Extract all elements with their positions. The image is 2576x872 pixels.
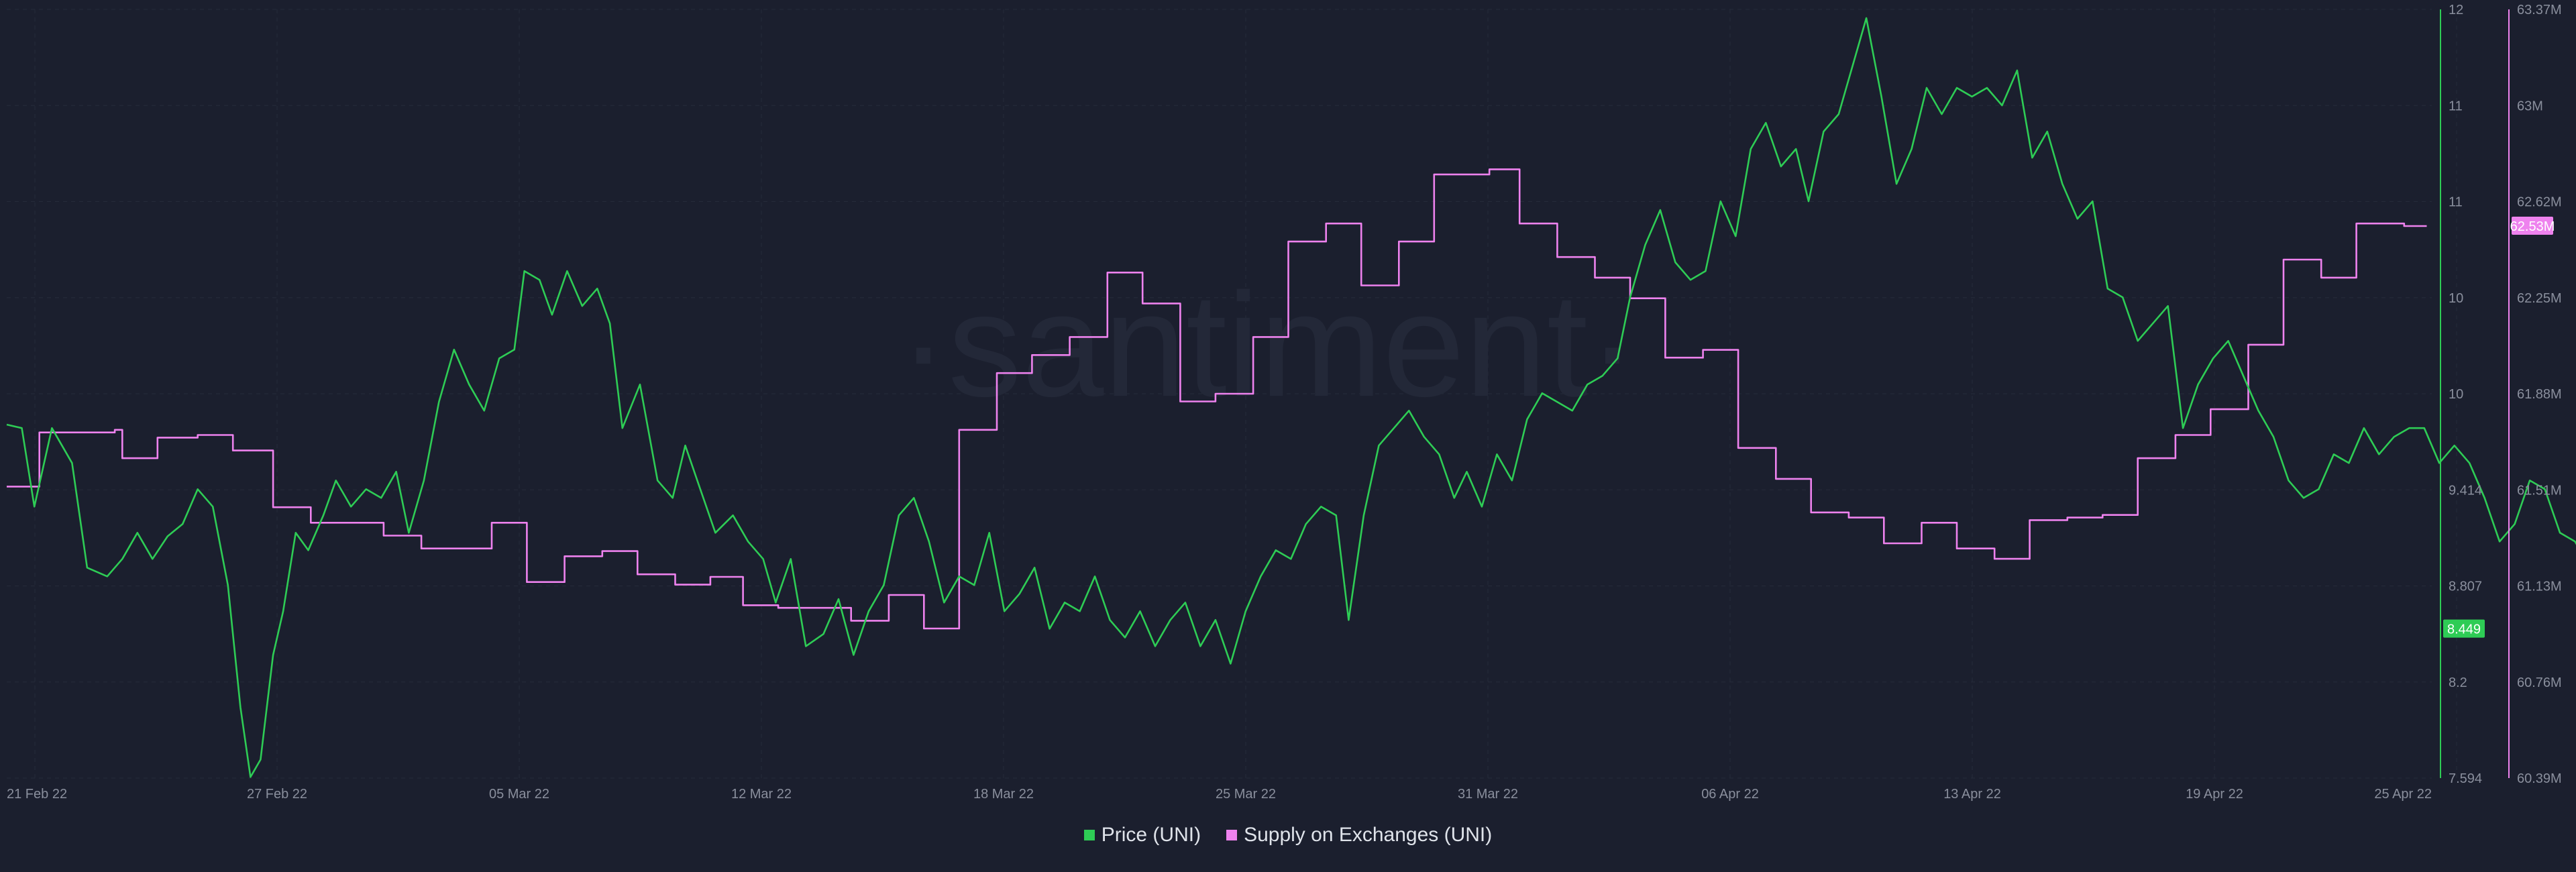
x-tick-label: 21 Feb 22 xyxy=(7,787,67,802)
price-tick-label: 8.807 xyxy=(2449,580,2482,594)
x-tick-label: 19 Apr 22 xyxy=(2186,787,2243,802)
price-tick-label: 7.594 xyxy=(2449,771,2482,786)
supply-current-badge-text: 62.53M xyxy=(2510,219,2555,234)
supply-current-badge-bg xyxy=(2512,217,2553,235)
series-layer xyxy=(6,17,2576,778)
x-tick-label: 25 Apr 22 xyxy=(2374,787,2432,802)
grid xyxy=(7,9,2457,779)
x-tick-label: 31 Mar 22 xyxy=(1458,787,1518,802)
x-tick-label: 12 Mar 22 xyxy=(731,787,792,802)
x-tick-label: 13 Apr 22 xyxy=(1943,787,2001,802)
x-tick-label: 18 Mar 22 xyxy=(973,787,1034,802)
supply-tick-label: 61.51M xyxy=(2517,483,2562,498)
legend-item-supply[interactable]: Supply on Exchanges (UNI) xyxy=(1226,824,1492,847)
legend: Price (UNI) Supply on Exchanges (UNI) xyxy=(0,824,2576,847)
supply-tick-label: 61.13M xyxy=(2517,580,2562,594)
legend-swatch-supply xyxy=(1226,830,1238,840)
supply-tick-label: 60.39M xyxy=(2517,771,2562,786)
x-tick-label: 27 Feb 22 xyxy=(247,787,307,802)
price-tick-label: 12 xyxy=(2449,3,2463,17)
price-tick-label: 11 xyxy=(2449,195,2463,210)
price-current-badge-bg xyxy=(2443,619,2485,638)
price-tick-label: 11 xyxy=(2449,99,2463,113)
legend-label-supply: Supply on Exchanges (UNI) xyxy=(1244,824,1493,846)
supply-tick-label: 62.25M xyxy=(2517,291,2562,306)
legend-item-price[interactable]: Price (UNI) xyxy=(1083,824,1201,847)
legend-label-price: Price (UNI) xyxy=(1101,824,1201,846)
price-current-badge: 8.449 xyxy=(2443,619,2485,638)
legend-swatch-price xyxy=(1083,830,1095,840)
supply-tick-label: 62.62M xyxy=(2517,195,2562,210)
supply-current-badge: 62.53M xyxy=(2510,217,2555,235)
price-current-badge-text: 8.449 xyxy=(2447,622,2481,637)
price-tick-label: 10 xyxy=(2449,291,2463,306)
price-tick-label: 9.414 xyxy=(2449,483,2482,498)
supply-tick-label: 60.76M xyxy=(2517,675,2562,690)
x-tick-label: 25 Mar 22 xyxy=(1216,787,1276,802)
x-tick-label: 06 Apr 22 xyxy=(1701,787,1759,802)
price-series-line xyxy=(6,17,2576,778)
santiment-watermark: ·santiment· xyxy=(899,262,1637,427)
x-tick-label: 05 Mar 22 xyxy=(489,787,549,802)
supply-tick-label: 63M xyxy=(2517,99,2543,113)
axes: 12 63.37M 11 63M 11 62.62M 10 62.25M 10 61.88M 9.4… xyxy=(7,3,2562,802)
price-tick-label: 10 xyxy=(2449,387,2463,402)
price-tick-label: 8.2 xyxy=(2449,675,2467,690)
supply-series-line xyxy=(7,168,2427,630)
supply-tick-label: 61.88M xyxy=(2517,387,2562,402)
supply-tick-label: 63.37M xyxy=(2517,3,2562,17)
